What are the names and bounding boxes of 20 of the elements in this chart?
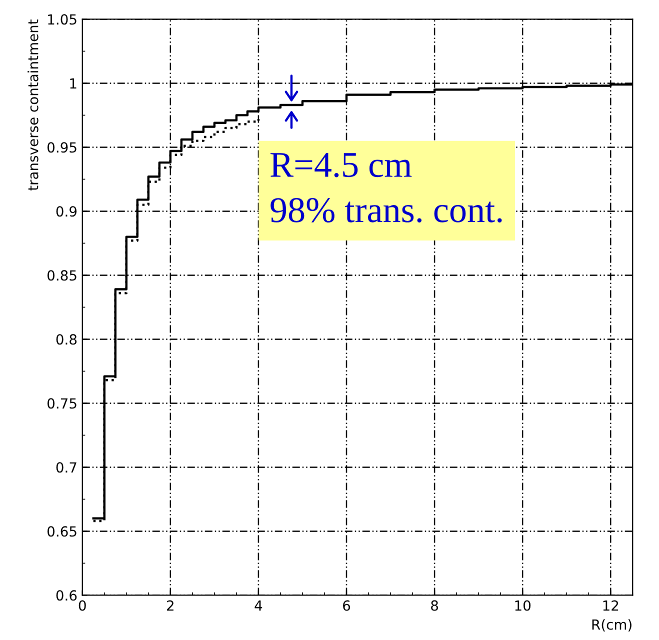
- y-tick-label: 0.8: [56, 334, 77, 345]
- x-tick-label: 2: [167, 600, 174, 611]
- x-axis-title: R(cm): [592, 619, 632, 632]
- y-tick-label: 0.75: [48, 398, 76, 409]
- y-tick-label: 0.7: [56, 462, 76, 473]
- x-tick-label: 10: [515, 600, 530, 611]
- y-tick-label: 0.9: [56, 206, 77, 217]
- x-tick-label: 0: [78, 600, 86, 611]
- x-tick-label: 4: [254, 600, 262, 611]
- y-tick-label: 0.85: [48, 270, 76, 281]
- x-tick-label: 8: [431, 600, 438, 611]
- y-tick-label: 0.65: [48, 526, 76, 537]
- y-tick-label: 0.6: [56, 590, 77, 601]
- y-axis-title: transverse containtment: [28, 20, 38, 191]
- x-tick-label: 6: [343, 600, 350, 611]
- y-tick-label: 1.05: [48, 14, 76, 25]
- y-tick-label: 1: [70, 78, 76, 88]
- y-tick-label: 0.95: [48, 142, 76, 153]
- annotation: R=4.5 cm 98% trans. cont.: [270, 152, 502, 223]
- x-tick-label: 12: [603, 600, 618, 611]
